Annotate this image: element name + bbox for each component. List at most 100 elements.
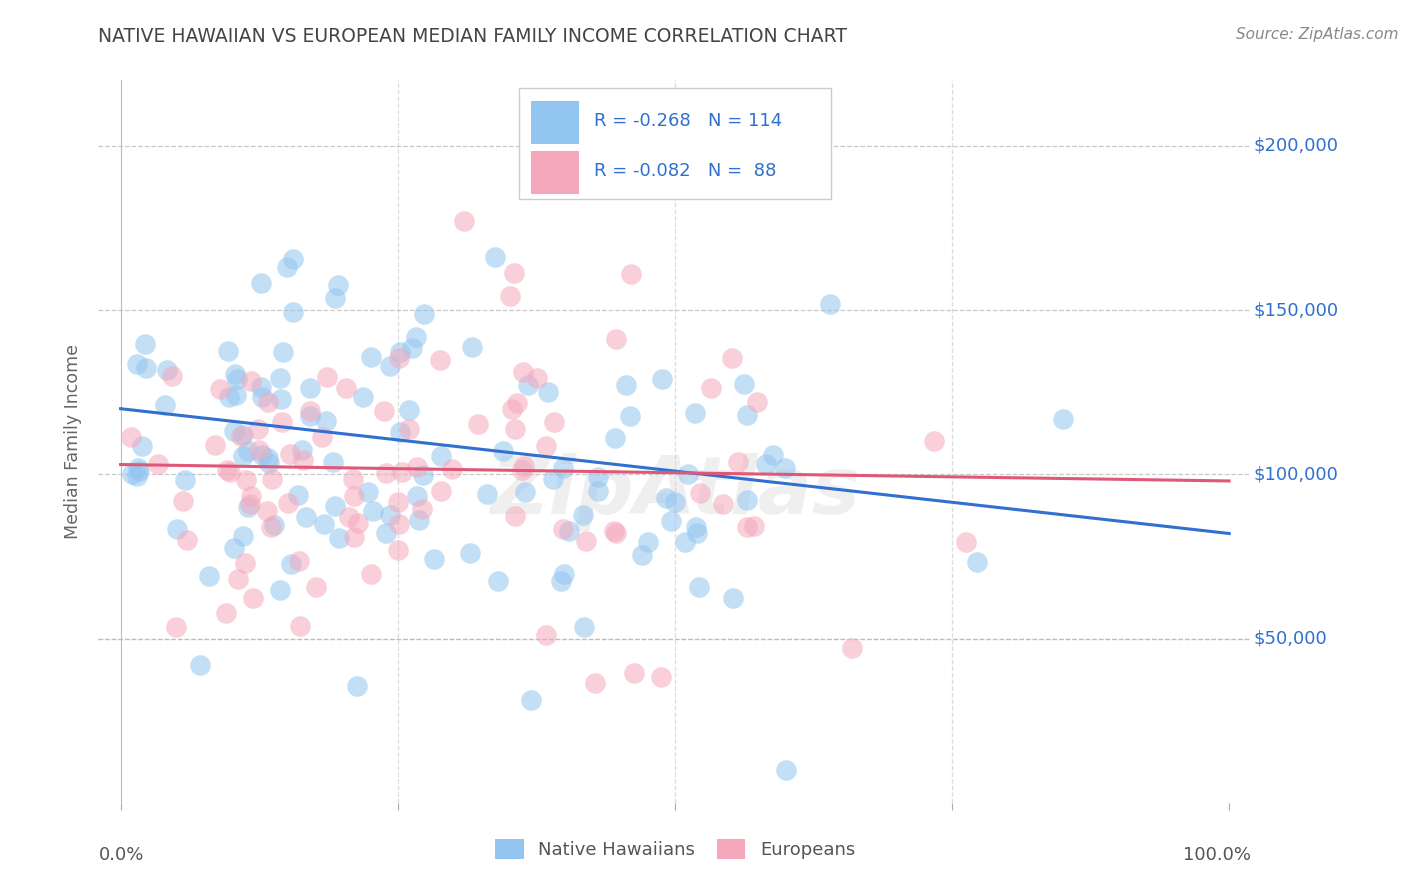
FancyBboxPatch shape xyxy=(519,87,831,200)
Point xyxy=(128,464,150,478)
Point xyxy=(492,444,515,458)
Point xyxy=(260,520,283,534)
Point xyxy=(513,485,536,500)
Point xyxy=(174,473,197,487)
Point xyxy=(922,434,945,448)
Point xyxy=(281,304,304,318)
Point xyxy=(664,495,686,509)
Point xyxy=(651,372,673,386)
Point xyxy=(269,371,291,385)
Point xyxy=(226,572,249,586)
Point xyxy=(346,679,368,693)
Point xyxy=(242,591,264,605)
Point xyxy=(747,395,769,409)
Text: $50,000: $50,000 xyxy=(1254,630,1327,648)
Point xyxy=(281,252,304,267)
Point xyxy=(603,431,626,445)
Point xyxy=(762,448,785,462)
Point xyxy=(526,370,548,384)
Point xyxy=(156,362,179,376)
Point xyxy=(513,459,536,474)
Point xyxy=(235,557,257,571)
Point xyxy=(558,524,581,538)
Text: NATIVE HAWAIIAN VS EUROPEAN MEDIAN FAMILY INCOME CORRELATION CHART: NATIVE HAWAIIAN VS EUROPEAN MEDIAN FAMIL… xyxy=(98,27,848,45)
Point xyxy=(614,377,637,392)
Point xyxy=(503,267,526,281)
Point xyxy=(572,620,595,634)
Point xyxy=(204,437,226,451)
Point xyxy=(323,500,346,514)
Point xyxy=(955,535,977,549)
Point xyxy=(389,425,412,439)
Point xyxy=(287,488,309,502)
Point xyxy=(503,509,526,524)
Point xyxy=(250,276,273,290)
Text: Source: ZipAtlas.com: Source: ZipAtlas.com xyxy=(1236,27,1399,42)
Point xyxy=(236,500,259,514)
Point xyxy=(312,517,335,532)
Point xyxy=(411,501,433,516)
Point xyxy=(512,365,534,379)
Point xyxy=(166,522,188,536)
Point xyxy=(553,461,575,475)
Point xyxy=(775,169,797,183)
Point xyxy=(256,395,278,409)
Point xyxy=(291,453,314,467)
Point xyxy=(121,467,143,482)
Point xyxy=(387,494,409,508)
Point xyxy=(235,473,257,487)
Point xyxy=(209,382,232,396)
Point xyxy=(742,519,765,533)
Point xyxy=(588,470,610,484)
Point xyxy=(818,296,841,310)
Point xyxy=(484,251,506,265)
Point xyxy=(188,658,211,673)
Point xyxy=(541,473,564,487)
Text: $100,000: $100,000 xyxy=(1254,466,1339,483)
Text: R = -0.268   N = 114: R = -0.268 N = 114 xyxy=(595,112,782,130)
Point xyxy=(405,330,427,344)
Point xyxy=(361,504,384,518)
Point xyxy=(215,463,238,477)
Point xyxy=(688,581,710,595)
Point xyxy=(280,557,302,571)
Point xyxy=(127,469,149,483)
Point xyxy=(250,380,273,394)
Point xyxy=(262,472,284,486)
Point xyxy=(357,484,380,499)
Point xyxy=(727,455,749,469)
Point xyxy=(378,359,401,374)
Point xyxy=(391,465,413,479)
Point xyxy=(408,513,430,527)
Text: $200,000: $200,000 xyxy=(1254,137,1339,155)
Point xyxy=(277,495,299,509)
Point xyxy=(551,522,574,536)
Point xyxy=(287,554,309,568)
Point xyxy=(176,533,198,548)
Y-axis label: Median Family Income: Median Family Income xyxy=(65,344,83,539)
Point xyxy=(583,676,606,690)
Point xyxy=(120,430,142,444)
Point xyxy=(401,341,423,355)
Point xyxy=(387,543,409,558)
Point xyxy=(325,291,347,305)
Point xyxy=(423,552,446,566)
Point xyxy=(326,277,349,292)
Point xyxy=(773,460,796,475)
Point xyxy=(430,483,453,498)
Point xyxy=(586,484,609,499)
Point xyxy=(218,465,240,479)
Point xyxy=(735,493,758,508)
Point xyxy=(172,493,194,508)
FancyBboxPatch shape xyxy=(531,152,579,194)
Text: 0.0%: 0.0% xyxy=(98,847,143,864)
Point xyxy=(755,458,778,472)
Point xyxy=(398,422,420,436)
Point xyxy=(276,260,298,275)
Point xyxy=(550,574,572,588)
Point xyxy=(654,491,676,505)
Point xyxy=(517,378,540,392)
Point xyxy=(131,440,153,454)
Point xyxy=(519,692,541,706)
Point xyxy=(1052,412,1074,426)
